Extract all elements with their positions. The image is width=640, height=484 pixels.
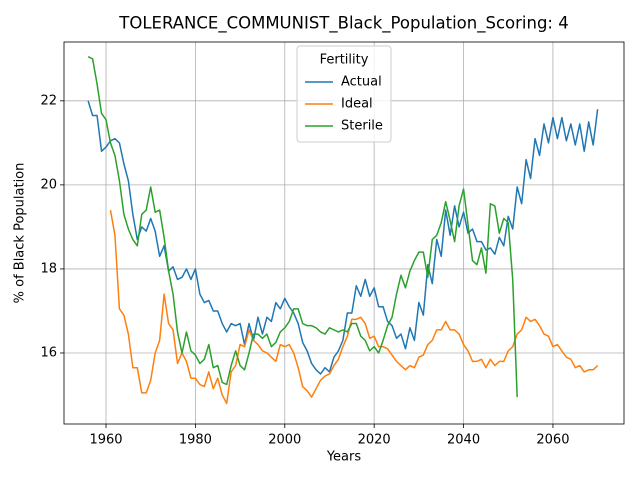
x-tick-label: 2060 [536,433,569,448]
y-tick-label: 16 [40,345,57,360]
legend-label: Sterile [341,119,383,134]
data-line [87,100,599,375]
legend-label: Actual [341,75,382,90]
legend-box [296,45,392,143]
data-line [109,209,599,405]
chart-title: TOLERANCE_COMMUNIST_Black_Population_Sco… [118,14,568,34]
data-line [87,56,518,398]
x-tick-label: 1980 [179,433,212,448]
x-tick-label: 1960 [89,433,122,448]
legend-label: Ideal [341,97,373,112]
y-tick-label: 18 [40,261,57,276]
x-tick-label: 2020 [358,433,391,448]
y-tick-label: 20 [40,177,57,192]
y-axis-label: % of Black Population [13,163,28,304]
y-tick-label: 22 [40,93,57,108]
x-tick-label: 2000 [268,433,301,448]
plot-frame [63,41,625,425]
legend-title: Fertility [320,53,369,68]
x-tick-label: 2040 [447,433,480,448]
x-axis-label: Years [326,450,362,465]
